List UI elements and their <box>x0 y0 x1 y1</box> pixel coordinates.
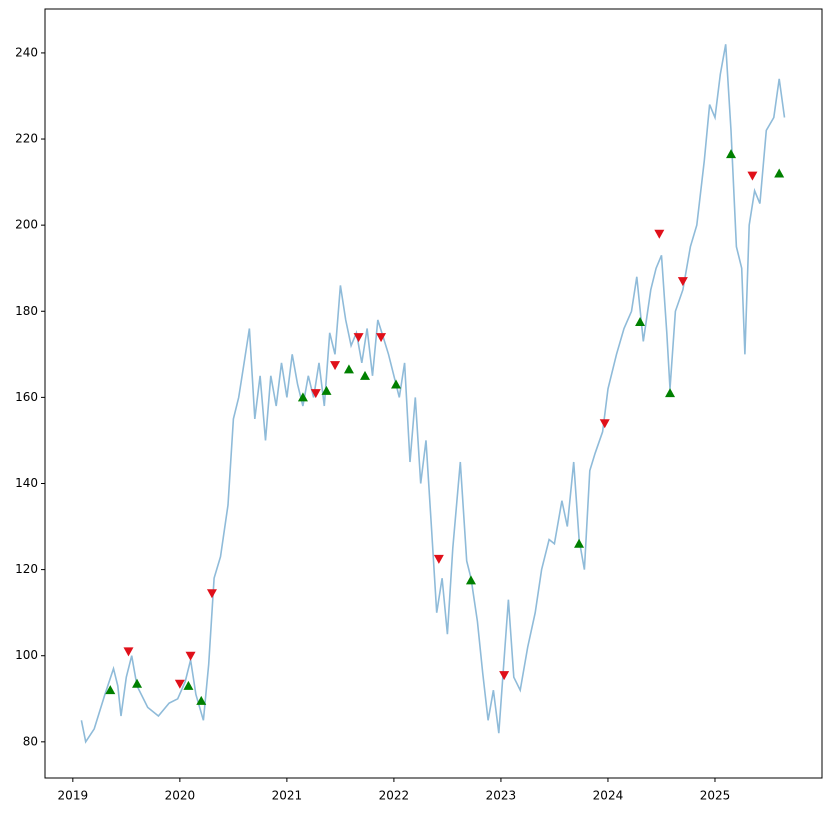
sell-marker <box>310 389 321 399</box>
sell-marker <box>353 333 364 343</box>
buy-marker <box>132 678 143 688</box>
buy-marker <box>726 149 737 159</box>
y-tick-label: 220 <box>15 132 38 146</box>
price-line <box>80 44 786 744</box>
buy-marker <box>465 575 476 585</box>
buy-marker <box>183 680 194 690</box>
y-tick-label: 240 <box>15 45 38 59</box>
x-tick-label: 2021 <box>272 789 303 803</box>
y-tick-label: 200 <box>15 218 38 232</box>
buy-marker <box>635 317 646 327</box>
buy-marker <box>774 168 785 178</box>
sell-marker <box>376 333 387 343</box>
buy-marker <box>574 538 585 548</box>
x-tick-label: 2020 <box>165 789 196 803</box>
sell-marker <box>174 679 185 689</box>
plot-frame <box>44 8 823 779</box>
y-tick-label: 140 <box>15 476 38 490</box>
buy-marker <box>297 392 308 402</box>
sell-marker <box>677 277 688 287</box>
y-tick-label: 80 <box>23 734 38 748</box>
y-tick-label: 120 <box>15 562 38 576</box>
sell-marker <box>433 554 444 564</box>
buy-marker <box>665 388 676 398</box>
buy-marker <box>196 695 207 705</box>
sell-marker <box>747 171 758 181</box>
sell-marker <box>499 671 510 681</box>
sell-marker <box>654 229 665 239</box>
x-tick-label: 2019 <box>58 789 89 803</box>
y-tick-label: 160 <box>15 390 38 404</box>
sell-marker <box>599 419 610 429</box>
sell-marker <box>123 647 134 657</box>
buy-marker <box>360 370 371 380</box>
buy-marker <box>105 685 116 695</box>
sell-marker <box>185 651 196 661</box>
sell-marker <box>330 361 341 371</box>
buy-marker <box>391 379 402 389</box>
y-tick-label: 180 <box>15 304 38 318</box>
y-tick-label: 100 <box>15 648 38 662</box>
x-tick-label: 2022 <box>379 789 410 803</box>
x-tick-label: 2025 <box>700 789 731 803</box>
buy-marker <box>343 364 354 374</box>
x-tick-label: 2023 <box>486 789 517 803</box>
buy-marker <box>321 385 332 395</box>
sell-marker <box>206 589 217 599</box>
x-tick-label: 2024 <box>593 789 624 803</box>
